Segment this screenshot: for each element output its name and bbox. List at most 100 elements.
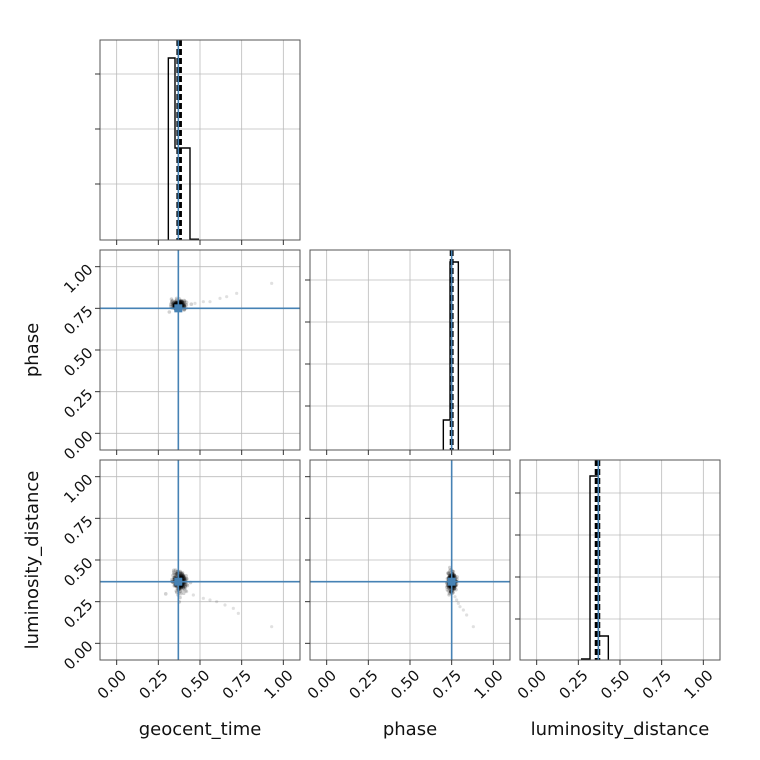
sample-point	[171, 570, 176, 575]
sample-point	[180, 588, 185, 592]
sample-point	[182, 303, 187, 308]
sample-point	[451, 569, 456, 574]
sample-point	[471, 625, 475, 629]
sample-point	[236, 611, 240, 615]
tick-label-y: 0.25	[60, 595, 96, 631]
sample-point	[446, 572, 451, 576]
sample-point	[180, 573, 185, 577]
sample-point	[179, 298, 183, 303]
sample-point	[182, 303, 186, 307]
tick-label-y: 1.00	[60, 260, 96, 296]
sample-point	[179, 574, 184, 579]
sample-point	[182, 575, 186, 579]
sample-point	[174, 300, 179, 305]
tick-label-x: 0.50	[597, 666, 633, 702]
histogram-geocent-time	[95, 39, 301, 245]
sample-point	[181, 577, 186, 581]
sample-point	[178, 299, 183, 304]
sample-point	[184, 302, 188, 307]
histogram-bars	[580, 475, 610, 660]
tick-label-x: 0.75	[639, 666, 675, 702]
sample-point	[174, 572, 179, 576]
sample-point	[169, 297, 174, 301]
tick-label-y: 0.75	[60, 302, 96, 338]
sample-point	[180, 574, 185, 579]
sample-point	[179, 585, 184, 589]
sample-point	[183, 578, 188, 582]
sample-point	[178, 590, 183, 594]
sample-point	[180, 300, 184, 304]
sample-point	[182, 304, 187, 308]
histogram-phase	[305, 249, 511, 455]
sample-point	[231, 606, 235, 610]
sample-point	[179, 585, 184, 589]
xlabel-luminosity-distance: luminosity_distance	[531, 719, 710, 740]
histogram-luminosity-distance: 0.00 0.25 0.50 0.75 1.00	[514, 459, 721, 703]
sample-point	[447, 574, 452, 579]
sample-point	[171, 301, 176, 306]
sample-point	[180, 301, 185, 305]
tick-label-x: 0.25	[135, 666, 171, 702]
sample-point	[182, 582, 186, 586]
sample-point	[167, 310, 172, 314]
sample-point	[182, 577, 187, 581]
sample-point	[453, 595, 457, 599]
sample-point	[451, 574, 456, 578]
sample-point	[181, 574, 186, 579]
tick-label-y: 0.50	[60, 554, 96, 590]
sample-point	[174, 589, 179, 593]
sample-point	[179, 585, 184, 590]
sample-point	[191, 593, 195, 597]
sample-point	[215, 600, 219, 604]
sample-point	[171, 573, 175, 578]
sample-point	[185, 577, 189, 581]
sample-point	[178, 569, 183, 574]
sample-point	[184, 573, 188, 578]
sample-point	[171, 301, 175, 306]
sample-point	[185, 583, 190, 588]
tick-label-x: 0.25	[345, 666, 381, 702]
sample-point	[173, 299, 177, 304]
sample-point	[455, 577, 459, 582]
sample-point	[179, 586, 184, 590]
sample-point	[447, 591, 452, 596]
sample-point	[178, 585, 183, 589]
sample-point	[174, 296, 179, 301]
sample-point	[172, 571, 176, 576]
sample-point	[452, 572, 456, 577]
sample-point	[178, 591, 183, 596]
sample-point	[452, 586, 456, 591]
sample-point	[174, 585, 179, 589]
xlabel-geocent-time: geocent_time	[139, 719, 262, 740]
sample-point	[173, 572, 178, 577]
sample-point	[456, 601, 460, 605]
sample-point	[174, 300, 178, 305]
sample-point	[452, 586, 457, 591]
sample-point	[179, 299, 184, 304]
sample-point	[179, 573, 183, 578]
sample-point	[270, 625, 274, 629]
sample-point	[183, 585, 188, 590]
sample-point	[185, 590, 189, 594]
sample-point	[168, 304, 173, 309]
tick-label-x: 0.00	[514, 666, 550, 702]
sample-point	[182, 575, 186, 580]
sample-point	[173, 300, 178, 305]
sample-point	[179, 571, 184, 576]
sample-point	[178, 300, 182, 305]
sample-point	[182, 298, 186, 303]
scatter-phase-vs-luminosity-distance: 0.00 0.25 0.50 0.75 1.00	[304, 459, 511, 703]
truth-marker	[174, 577, 183, 586]
sample-point	[181, 574, 186, 578]
sample-point	[445, 585, 449, 589]
sample-point	[180, 572, 184, 576]
sample-point	[178, 572, 183, 576]
sample-point	[178, 573, 182, 578]
sample-point	[180, 572, 185, 577]
tick-label-x: 0.75	[429, 666, 465, 702]
tick-label-x: 0.50	[387, 666, 423, 702]
sample-point	[182, 584, 186, 588]
sample-point	[173, 299, 178, 304]
sample-point	[179, 300, 184, 305]
sample-point	[181, 585, 186, 590]
